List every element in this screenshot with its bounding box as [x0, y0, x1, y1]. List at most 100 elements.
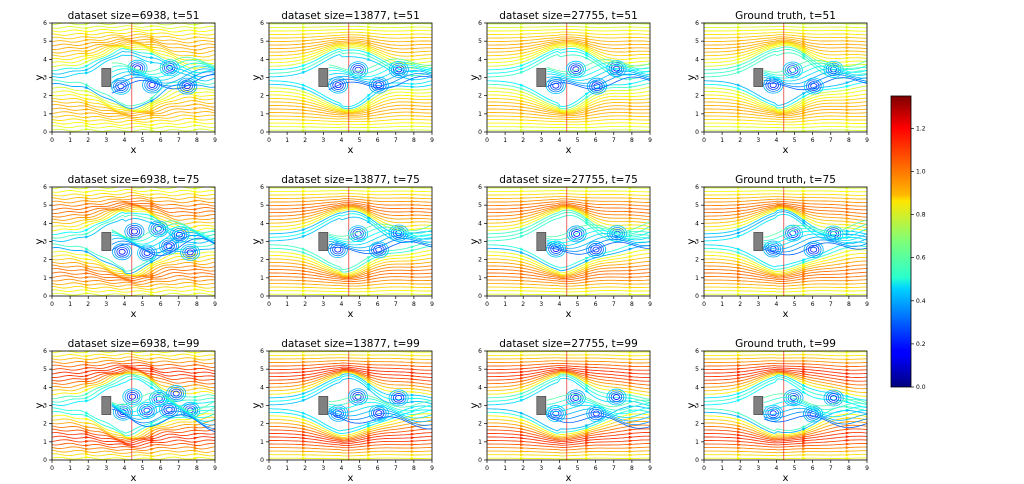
x-tick-label: 4 — [558, 301, 562, 308]
subplot-8: 0 1 2 3 4 5 6 7 8 9 0 1 2 3 4 5 6 x y Ground truth, t=75 — [686, 174, 869, 320]
x-tick-label: 2 — [303, 301, 307, 308]
x-tick-label: 6 — [159, 465, 163, 472]
y-tick-label: 4 — [260, 56, 264, 63]
x-tick-label: 4 — [558, 465, 562, 472]
y-tick-label: 0 — [43, 457, 47, 464]
y-tick-label: 5 — [695, 202, 699, 209]
x-tick-label: 2 — [303, 137, 307, 144]
y-tick-label: 2 — [43, 93, 47, 100]
x-tick-label: 3 — [539, 137, 543, 144]
y-tick-label: 0 — [695, 293, 699, 300]
x-axis-label: x — [566, 309, 572, 320]
subplot-title: dataset size=13877, t=75 — [281, 174, 420, 186]
y-tick-label: 2 — [260, 257, 264, 264]
y-tick-label: 3 — [695, 75, 699, 82]
x-tick-label: 0 — [702, 301, 706, 308]
x-tick-label: 7 — [177, 465, 181, 472]
x-tick-label: 6 — [159, 301, 163, 308]
x-tick-label: 5 — [576, 301, 580, 308]
y-tick-label: 5 — [43, 38, 47, 45]
y-tick-label: 3 — [478, 403, 482, 410]
x-tick-label: 5 — [793, 137, 797, 144]
y-tick-label: 6 — [478, 184, 482, 191]
x-tick-label: 7 — [612, 301, 616, 308]
colorbar-tick-label: 0.2 — [916, 341, 926, 348]
x-tick-label: 3 — [321, 137, 325, 144]
x-tick-label: 8 — [195, 301, 199, 308]
y-tick-label: 3 — [478, 239, 482, 246]
x-tick-label: 4 — [123, 137, 127, 144]
x-tick-label: 0 — [485, 301, 489, 308]
x-tick-label: 7 — [177, 137, 181, 144]
x-tick-label: 5 — [793, 465, 797, 472]
y-tick-label: 0 — [43, 129, 47, 136]
obstacle — [101, 396, 112, 415]
x-tick-label: 1 — [68, 301, 72, 308]
subplot-title: dataset size=6938, t=51 — [68, 10, 200, 22]
y-tick-label: 6 — [260, 20, 264, 27]
y-tick-label: 1 — [43, 111, 47, 118]
colorbar: 0.0 0.2 0.4 0.6 0.8 1.0 1.2 — [890, 95, 926, 391]
streamlines — [269, 23, 432, 132]
x-tick-label: 4 — [775, 137, 779, 144]
axes-frame — [486, 350, 651, 461]
x-tick-label: 0 — [702, 465, 706, 472]
x-tick-label: 6 — [159, 137, 163, 144]
y-axis-label: y — [34, 238, 45, 244]
y-tick-label: 3 — [43, 403, 47, 410]
obstacle — [101, 232, 112, 251]
y-tick-label: 1 — [43, 275, 47, 282]
colorbar-tick-label: 0.0 — [916, 384, 926, 391]
x-tick-label: 0 — [485, 465, 489, 472]
x-tick-label: 4 — [123, 301, 127, 308]
y-tick-label: 4 — [260, 220, 264, 227]
x-tick-label: 5 — [358, 465, 362, 472]
y-tick-label: 0 — [43, 293, 47, 300]
x-tick-label: 1 — [720, 137, 724, 144]
y-tick-label: 1 — [478, 275, 482, 282]
x-tick-label: 0 — [267, 301, 271, 308]
x-tick-label: 1 — [720, 301, 724, 308]
y-tick-label: 4 — [260, 384, 264, 391]
x-tick-label: 7 — [394, 301, 398, 308]
x-tick-label: 1 — [503, 137, 507, 144]
y-tick-label: 1 — [478, 439, 482, 446]
y-tick-label: 6 — [695, 348, 699, 355]
y-tick-label: 1 — [695, 439, 699, 446]
x-tick-label: 4 — [340, 137, 344, 144]
y-axis-label: y — [469, 402, 480, 408]
x-tick-label: 9 — [430, 137, 434, 144]
y-tick-label: 2 — [260, 421, 264, 428]
x-tick-label: 9 — [213, 301, 217, 308]
x-tick-label: 6 — [376, 465, 380, 472]
x-tick-label: 2 — [86, 301, 90, 308]
streamlines — [704, 187, 867, 296]
x-tick-label: 2 — [738, 137, 742, 144]
x-tick-label: 0 — [485, 137, 489, 144]
x-tick-label: 7 — [829, 137, 833, 144]
obstacle — [318, 68, 329, 87]
x-tick-label: 8 — [412, 301, 416, 308]
y-tick-label: 5 — [478, 38, 482, 45]
colorbar-gradient — [890, 95, 912, 388]
x-axis-label: x — [783, 309, 789, 320]
subplot-4: 0 1 2 3 4 5 6 7 8 9 0 1 2 3 4 5 6 x y Ground truth, t=51 — [686, 10, 869, 156]
x-tick-label: 1 — [285, 301, 289, 308]
x-tick-label: 0 — [267, 465, 271, 472]
colorbar-tick-label: 0.8 — [916, 212, 926, 219]
x-axis-label: x — [348, 309, 354, 320]
x-tick-label: 8 — [195, 465, 199, 472]
subplot-title: Ground truth, t=51 — [735, 10, 836, 22]
y-tick-label: 2 — [43, 421, 47, 428]
x-axis-label: x — [131, 309, 137, 320]
x-tick-label: 2 — [521, 465, 525, 472]
y-tick-label: 0 — [260, 293, 264, 300]
y-tick-label: 3 — [260, 75, 264, 82]
y-tick-label: 5 — [43, 202, 47, 209]
streamlines — [487, 23, 650, 132]
y-tick-label: 3 — [478, 75, 482, 82]
y-tick-label: 0 — [478, 293, 482, 300]
x-tick-label: 3 — [539, 465, 543, 472]
subplot-title: dataset size=27755, t=51 — [499, 10, 638, 22]
x-axis-label: x — [131, 473, 137, 484]
